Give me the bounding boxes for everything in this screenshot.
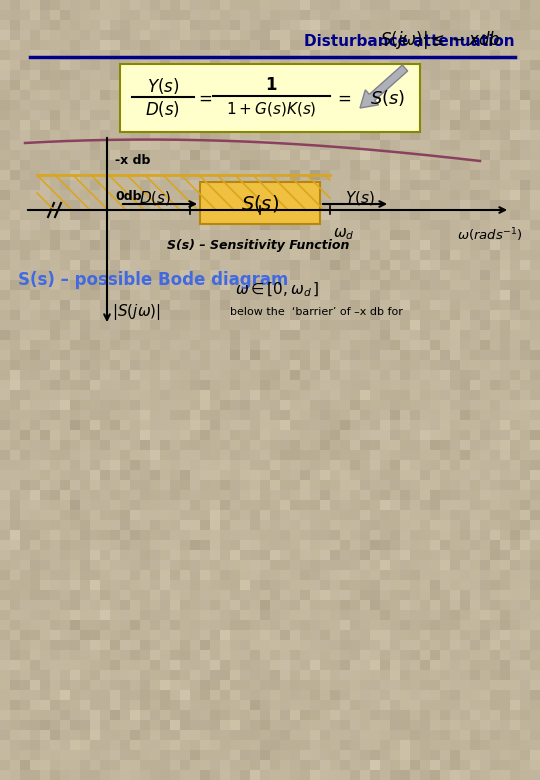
- Text: 0db: 0db: [115, 190, 141, 203]
- Text: $\omega \in \left[0, \omega_d\,\right]$: $\omega \in \left[0, \omega_d\,\right]$: [235, 281, 320, 300]
- Text: below the  ‘barrier’ of –x db for: below the ‘barrier’ of –x db for: [230, 307, 403, 317]
- Text: $\mathit{S(s)}$: $\mathit{S(s)}$: [241, 193, 279, 214]
- Text: Disturbance attenuation: Disturbance attenuation: [305, 34, 515, 49]
- Text: $\mathbf{1}$: $\mathbf{1}$: [265, 76, 277, 94]
- Text: $=$: $=$: [334, 89, 352, 107]
- Bar: [120, 64, 420, 132]
- Text: $=$: $=$: [195, 89, 213, 107]
- Text: -x db: -x db: [115, 154, 150, 168]
- Text: $\mathit{D(s)}$: $\mathit{D(s)}$: [139, 189, 171, 207]
- Text: $|S(j\omega)|$: $|S(j\omega)|$: [112, 302, 161, 322]
- Text: $\omega_d$: $\omega_d$: [333, 226, 355, 242]
- Text: $S(j\omega)|\leq-xdb$: $S(j\omega)|\leq-xdb$: [380, 29, 501, 51]
- Text: $\omega(rads^{-1})$: $\omega(rads^{-1})$: [457, 226, 523, 243]
- Text: S(s) – possible Bode diagram: S(s) – possible Bode diagram: [18, 271, 288, 289]
- Bar: [200, 182, 320, 224]
- FancyArrow shape: [360, 65, 408, 108]
- Text: $\bf{\mathit{1 + G(s)K(s)}}$: $\bf{\mathit{1 + G(s)K(s)}}$: [226, 100, 316, 118]
- Text: $\bf{\mathit{Y(s)}}$: $\bf{\mathit{Y(s)}}$: [147, 76, 179, 96]
- Text: $\bf{\mathit{S(s)}}$: $\bf{\mathit{S(s)}}$: [370, 88, 406, 108]
- Text: $\mathit{Y(s)}$: $\mathit{Y(s)}$: [345, 189, 375, 207]
- Text: S(s) – Sensitivity Function: S(s) – Sensitivity Function: [167, 239, 349, 251]
- Text: $\bf{\mathit{D(s)}}$: $\bf{\mathit{D(s)}}$: [145, 99, 180, 119]
